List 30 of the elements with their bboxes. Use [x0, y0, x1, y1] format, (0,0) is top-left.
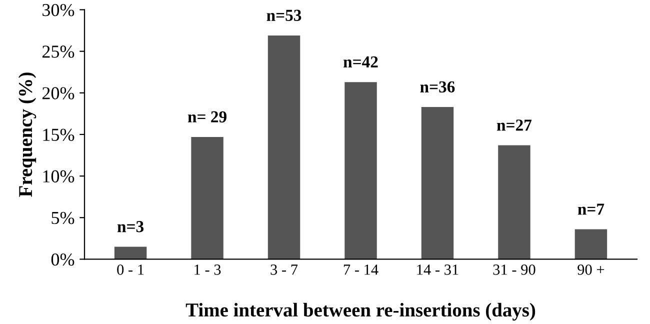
- bar: [498, 145, 530, 260]
- bar: [344, 82, 377, 260]
- annotation: n=27: [496, 120, 532, 131]
- x-tick-label: 7 - 14: [344, 264, 378, 275]
- y-tick-label: 25%: [42, 46, 74, 58]
- annotation: n=3: [117, 221, 144, 232]
- bar: [191, 136, 224, 260]
- x-tick-label: 1 - 3: [194, 264, 221, 275]
- annotation: n=53: [266, 10, 302, 22]
- y-axis-title: Frequency (%): [18, 72, 36, 197]
- x-tick-label: 90 +: [578, 264, 604, 275]
- x-tick-label: 31 - 90: [493, 264, 536, 275]
- annotation: n=7: [578, 204, 604, 215]
- bar: [114, 246, 147, 260]
- bar: [421, 107, 454, 260]
- y-tick-label: 10%: [43, 170, 74, 183]
- bar: [574, 229, 608, 260]
- bar: [268, 36, 300, 260]
- x-tick-label: 3 - 7: [270, 264, 298, 275]
- x-tick-label: 14 - 31: [417, 264, 458, 275]
- y-tick-label: 30%: [42, 4, 74, 16]
- y-tick-label: 5%: [52, 212, 74, 224]
- y-tick-label: 0%: [51, 253, 74, 266]
- y-tick-label: 15%: [43, 128, 74, 141]
- annotation: n=36: [420, 81, 455, 93]
- x-axis-title: Time interval between re-insertions (days): [186, 302, 536, 321]
- annotation: n=42: [343, 56, 378, 68]
- y-tick-label: 20%: [42, 87, 74, 100]
- x-tick-label: 0 - 1: [117, 264, 144, 275]
- annotation: n= 29: [188, 111, 226, 122]
